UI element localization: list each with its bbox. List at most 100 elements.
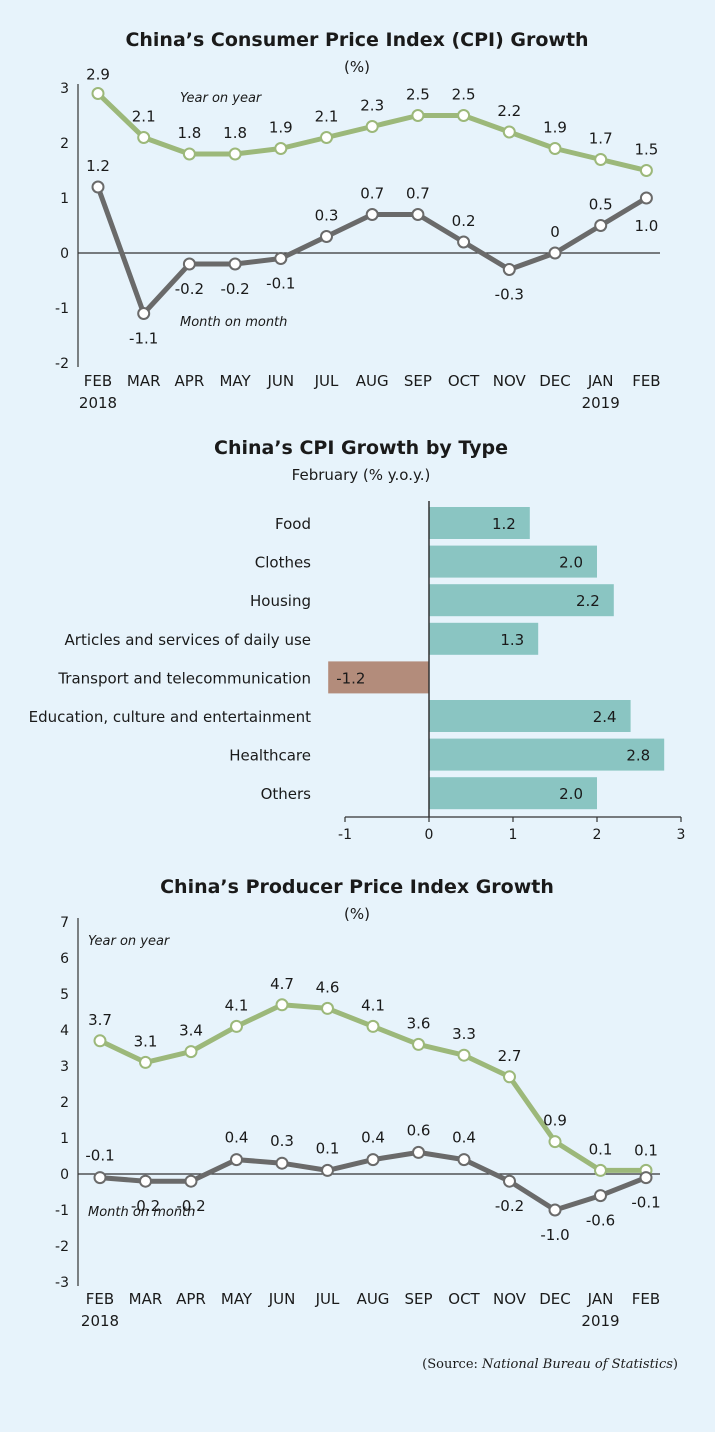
mom-data-label: -0.1	[631, 1194, 660, 1212]
x-tick-label: -1	[338, 827, 352, 843]
yoy-data-label: 4.7	[270, 975, 294, 993]
category-label: Clothes	[255, 554, 311, 572]
bar-value-label: 1.2	[492, 515, 516, 533]
mom-data-label: 0.1	[316, 1139, 340, 1157]
mom-point	[594, 1189, 607, 1203]
yoy-point	[184, 1045, 198, 1059]
bar	[429, 545, 597, 578]
yoy-data-label: 2.7	[498, 1047, 522, 1065]
mom-data-label: -1.1	[129, 330, 158, 348]
bar	[429, 584, 614, 617]
bar-value-label: 2.0	[559, 554, 583, 572]
x-tick-label: 2	[593, 827, 602, 843]
yoy-point	[320, 131, 333, 144]
x-year-label: 2019	[582, 394, 620, 412]
x-tick-label: NOV	[493, 1290, 527, 1308]
y-tick-label: 0	[60, 1167, 69, 1183]
mom-point	[457, 235, 471, 249]
yoy-data-label: 4.1	[361, 996, 385, 1014]
bar-value-label: 1.3	[500, 631, 524, 649]
category-label: Others	[261, 785, 312, 803]
yoy-data-label: 2.5	[452, 86, 476, 104]
x-tick-label: 1	[509, 827, 518, 843]
mom-data-label: 0.3	[315, 207, 339, 225]
y-tick-label: 0	[60, 246, 69, 262]
bar	[328, 661, 429, 694]
x-tick-label: DEC	[539, 1290, 571, 1308]
category-label: Education, culture and entertainment	[29, 708, 311, 726]
x-tick-label: JAN	[587, 372, 614, 390]
mom-point	[137, 307, 151, 320]
mom-data-label: 0.3	[270, 1132, 294, 1150]
y-tick-label: 1	[60, 1131, 69, 1147]
bar-value-label: -1.2	[336, 669, 365, 687]
yoy-point	[230, 1019, 243, 1033]
category-label: Articles and services of daily use	[65, 631, 311, 649]
mom-point	[182, 257, 196, 271]
mom-data-label: 1.2	[86, 157, 110, 175]
x-tick-label: APR	[175, 372, 205, 390]
mom-point	[275, 1156, 289, 1170]
mom-data-label: -0.2	[175, 280, 204, 298]
mom-point	[411, 208, 425, 221]
x-tick-label: SEP	[404, 372, 432, 390]
yoy-point	[503, 1070, 516, 1084]
mom-point	[184, 1174, 198, 1188]
yoy-point	[457, 1048, 471, 1062]
bar	[429, 700, 631, 732]
yoy-point	[365, 120, 379, 133]
mom-data-label: -0.2	[495, 1197, 524, 1215]
mom-data-label: 1.0	[634, 217, 658, 235]
bar	[429, 622, 539, 655]
yoy-data-label: 2.1	[315, 108, 339, 126]
yoy-data-label: 3.7	[88, 1011, 112, 1029]
x-tick-label: JAN	[587, 1290, 614, 1308]
x-tick-label: JUN	[268, 1290, 296, 1308]
y-tick-label: -1	[55, 1203, 69, 1219]
x-tick-label: JUN	[266, 372, 294, 390]
chart-subtitle: February (% y.o.y.)	[292, 466, 431, 484]
yoy-point	[457, 109, 471, 122]
source-name: National Bureau of Statistics	[481, 1357, 673, 1372]
yoy-point	[548, 1135, 562, 1149]
x-tick-label: 0	[425, 827, 434, 843]
mom-point	[457, 1153, 471, 1167]
x-tick-label: AUG	[357, 1290, 390, 1308]
chart-title: China’s Producer Price Index Growth	[160, 876, 554, 898]
mom-point	[548, 1203, 562, 1217]
mom-data-label: -0.2	[131, 1197, 160, 1215]
source-suffix: )	[673, 1357, 678, 1372]
x-tick-label: OCT	[448, 1290, 480, 1308]
yoy-point	[366, 1019, 380, 1033]
mom-data-label: 0.4	[225, 1129, 249, 1147]
chart-subtitle: (%)	[344, 58, 370, 76]
yoy-data-label: 0.9	[543, 1112, 567, 1130]
mom-data-label: -0.2	[220, 280, 249, 298]
bar	[429, 777, 597, 810]
x-tick-label: JUL	[315, 1290, 340, 1308]
y-tick-label: 3	[60, 1059, 69, 1075]
mom-data-label: -0.1	[266, 275, 295, 293]
yoy-point	[594, 153, 608, 166]
mom-point	[366, 1153, 380, 1167]
bar-value-label: 2.0	[559, 785, 583, 803]
yoy-data-label: 1.5	[634, 141, 658, 159]
y-tick-label: 4	[60, 1023, 69, 1039]
yoy-data-label: 2.2	[497, 102, 521, 120]
x-tick-label: SEP	[404, 1290, 432, 1308]
mom-data-label: 0.4	[452, 1129, 476, 1147]
mom-data-label: -0.3	[495, 286, 524, 304]
chart-1: China’s Consumer Price Index (CPI) Growt…	[55, 29, 661, 412]
mom-point	[365, 208, 379, 221]
mom-series-name: Month on month	[180, 315, 287, 330]
yoy-point	[274, 142, 288, 155]
yoy-data-label: 1.7	[589, 130, 613, 148]
mom-series-name: Month on month	[88, 1205, 195, 1220]
yoy-data-label: 1.9	[543, 119, 567, 137]
yoy-data-label: 3.3	[452, 1025, 476, 1043]
yoy-data-label: 2.3	[360, 97, 384, 115]
yoy-data-label: 0.1	[634, 1141, 658, 1159]
y-tick-label: 5	[60, 987, 69, 1003]
x-tick-label: DEC	[539, 372, 571, 390]
yoy-point	[321, 1001, 334, 1015]
